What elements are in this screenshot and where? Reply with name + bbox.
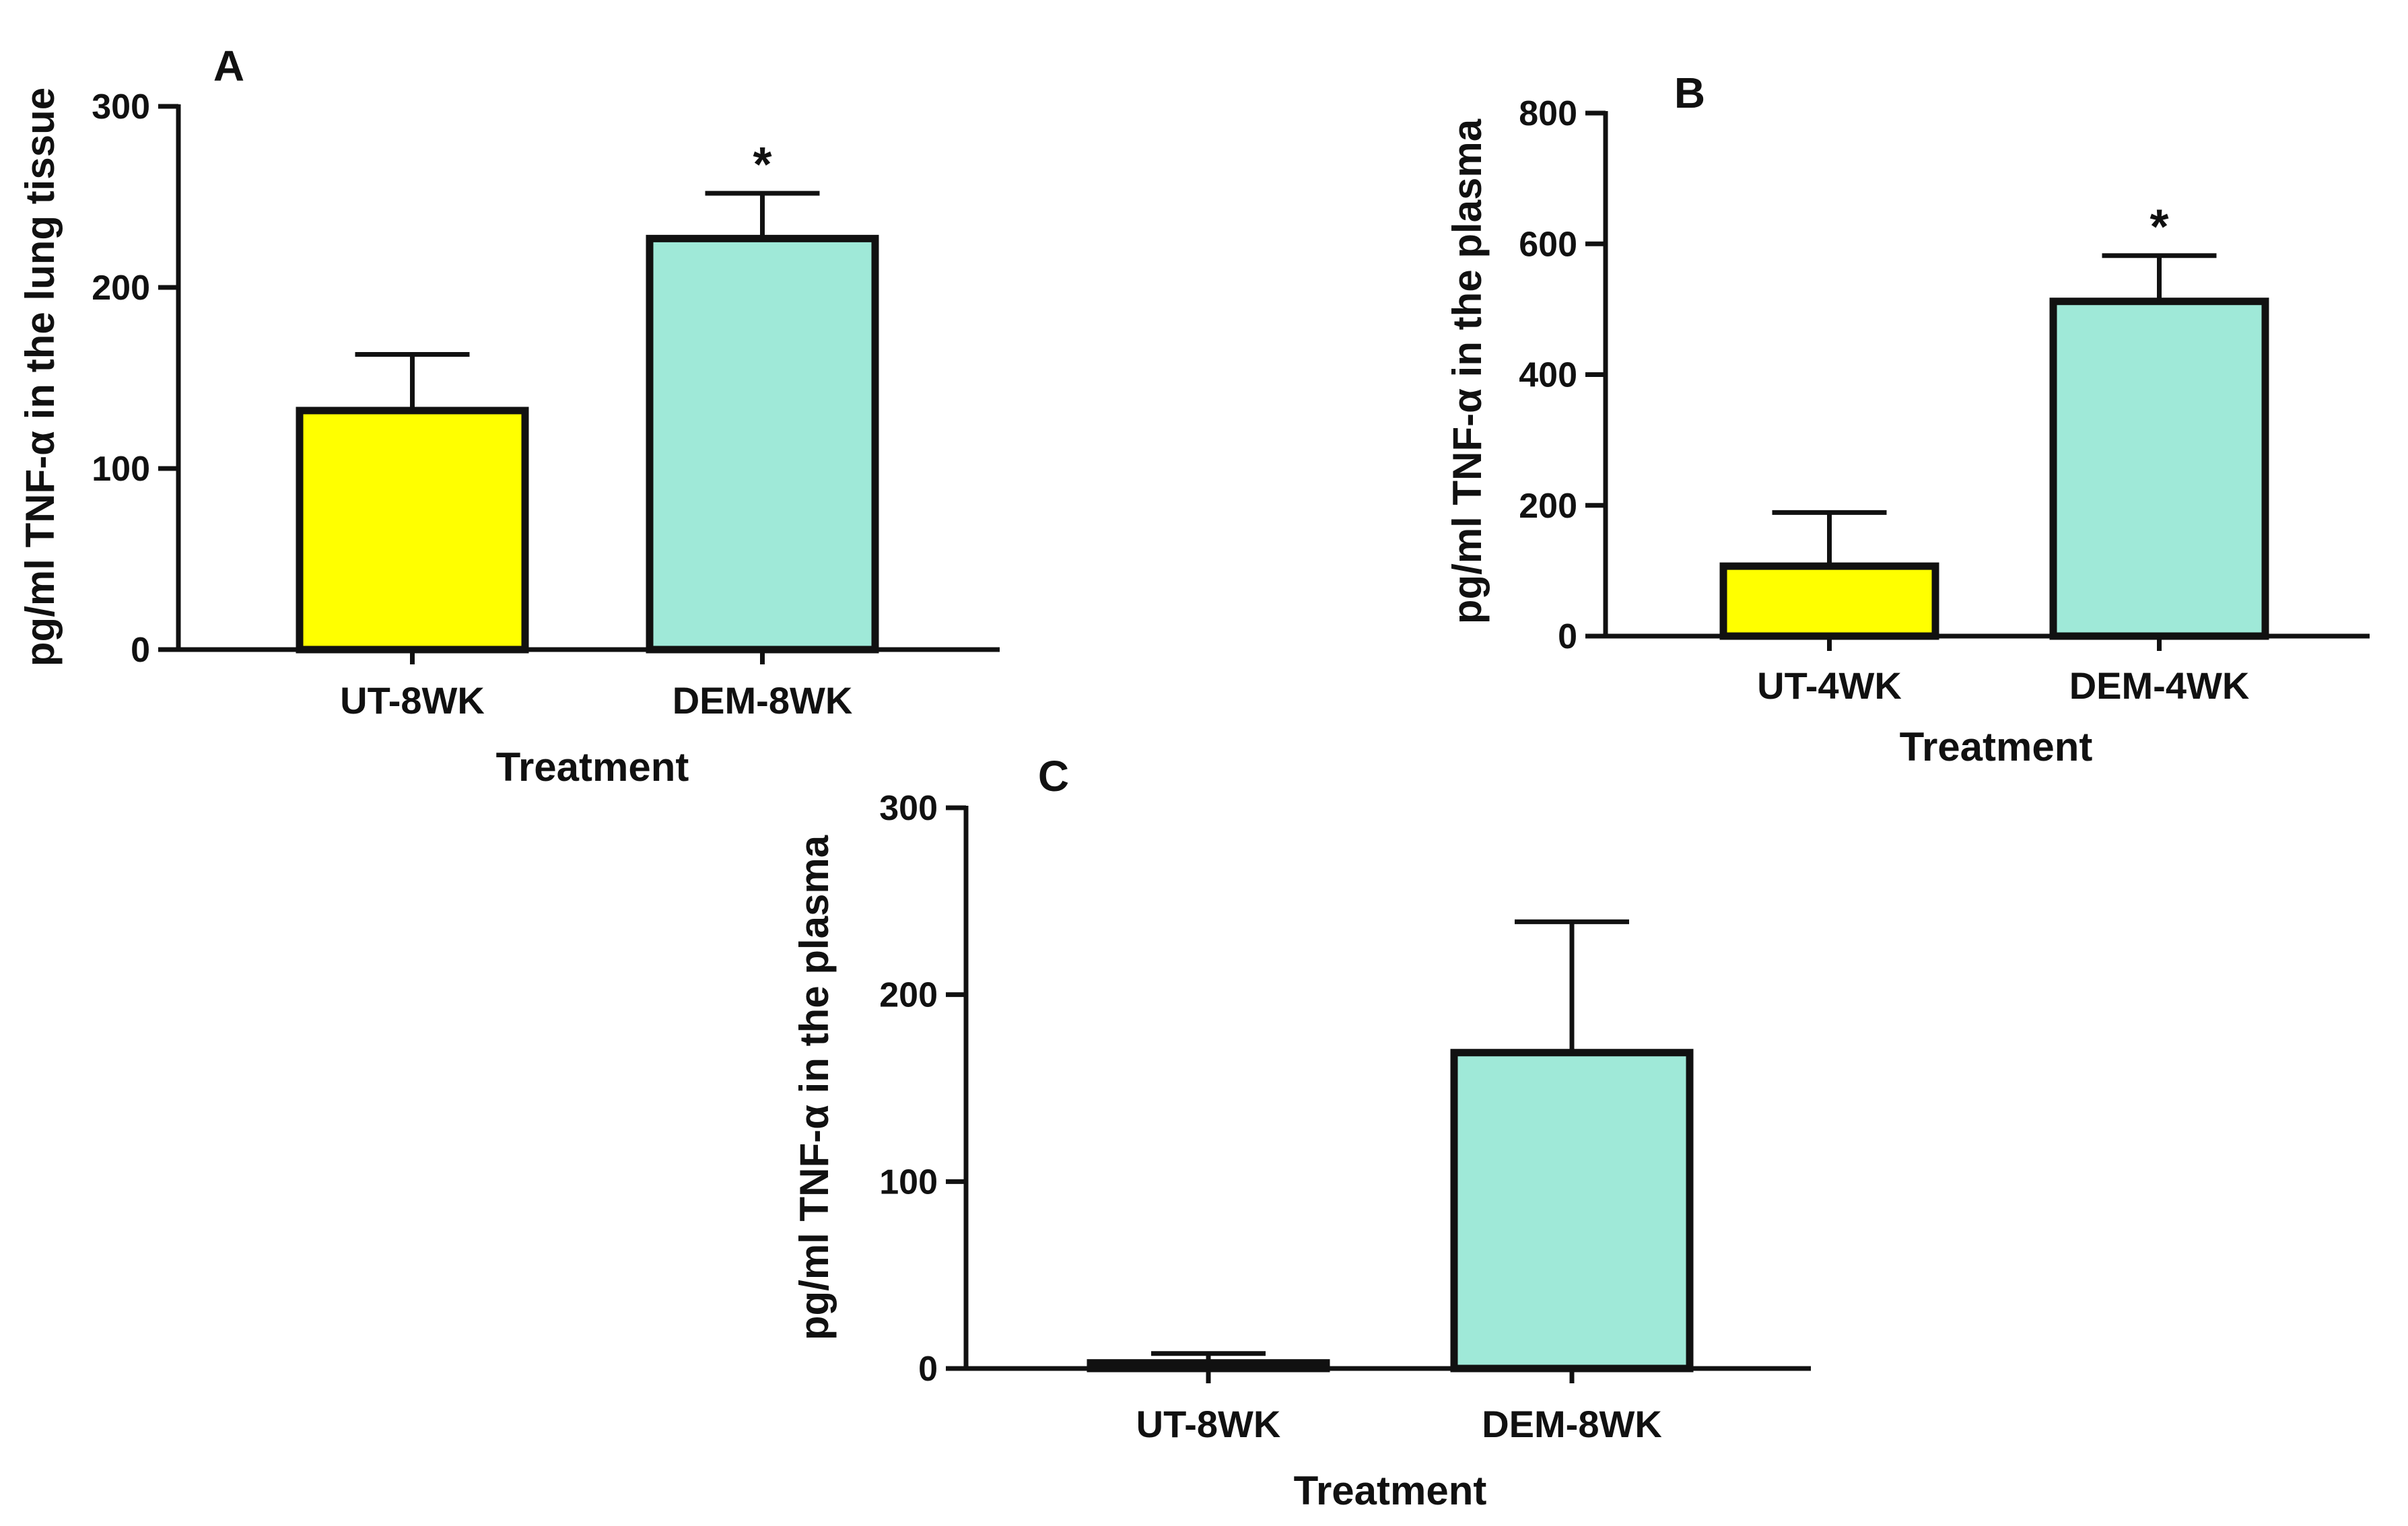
panel-c-letter: C <box>1038 752 1069 800</box>
panel-a-y-tick-label-2: 100 <box>92 450 150 489</box>
panel-a-x-axis-title: Treatment <box>496 744 689 790</box>
panel-c-y-tick-label-4: 300 <box>879 789 938 828</box>
panel-b-y-tick-label-3: 400 <box>1519 356 1577 395</box>
panel-c-category-label-2: DEM-8WK <box>1482 1403 1662 1445</box>
panel-b-chart: B UT-4WK * DEM-4WK 0 200 400 600 800 Treatment pg/… <box>1445 69 2370 769</box>
panel-b-y-tick-label-1: 0 <box>1558 617 1577 656</box>
panel-a-category-label-1: UT-8WK <box>340 679 485 722</box>
panel-a-y-tick-label-4: 300 <box>92 88 150 127</box>
panel-b-y-axis-title: pg/ml TNF-α in the plasma <box>1445 118 1490 624</box>
panel-b-category-label-1: UT-4WK <box>1757 664 1902 707</box>
panel-c-y-tick-label-2: 100 <box>879 1163 938 1202</box>
panel-b-significance-2: * <box>2149 201 2168 254</box>
panel-c-bar-2 <box>1450 1049 1694 1373</box>
panel-a-y-axis-title: pg/ml TNF-α in the lung tissue <box>18 88 63 666</box>
panel-c-y-tick-label-1: 0 <box>918 1350 938 1389</box>
panel-c-category-label-1: UT-8WK <box>1136 1403 1281 1445</box>
panel-c-y-axis-title: pg/ml TNF-α in the plasma <box>792 835 837 1340</box>
panel-b-y-tick-label-5: 800 <box>1519 94 1577 133</box>
panel-c-chart: C UT-8WK DEM-8WK 0 100 200 300 Treatment pg/ml T… <box>792 752 1811 1513</box>
panel-b-letter: B <box>1674 69 1705 117</box>
panel-b-x-axis-title: Treatment <box>1900 724 2093 769</box>
panel-a-y-tick-label-3: 200 <box>92 269 150 308</box>
panel-a-chart: A UT-8WK * DEM-8WK 0 100 200 300 Treatment pg/ml … <box>18 42 1000 790</box>
panel-a-bar-2 <box>646 234 879 654</box>
panel-b-bar-1 <box>1719 562 1939 640</box>
panel-c-x-axis-title: Treatment <box>1294 1468 1487 1513</box>
panel-b-y-tick-label-2: 200 <box>1519 487 1577 526</box>
panel-b-category-label-2: DEM-4WK <box>2069 664 2250 707</box>
panel-b-y-tick-label-4: 600 <box>1519 225 1577 264</box>
panel-a-category-label-2: DEM-8WK <box>673 679 853 722</box>
panel-a-bar-1 <box>296 407 529 654</box>
panel-a-letter: A <box>213 42 244 90</box>
panel-a-significance-2: * <box>753 138 771 192</box>
panel-c-y-tick-label-3: 200 <box>879 976 938 1015</box>
panel-b-bar-2 <box>2049 298 2269 640</box>
panel-a-y-tick-label-1: 0 <box>131 631 150 670</box>
